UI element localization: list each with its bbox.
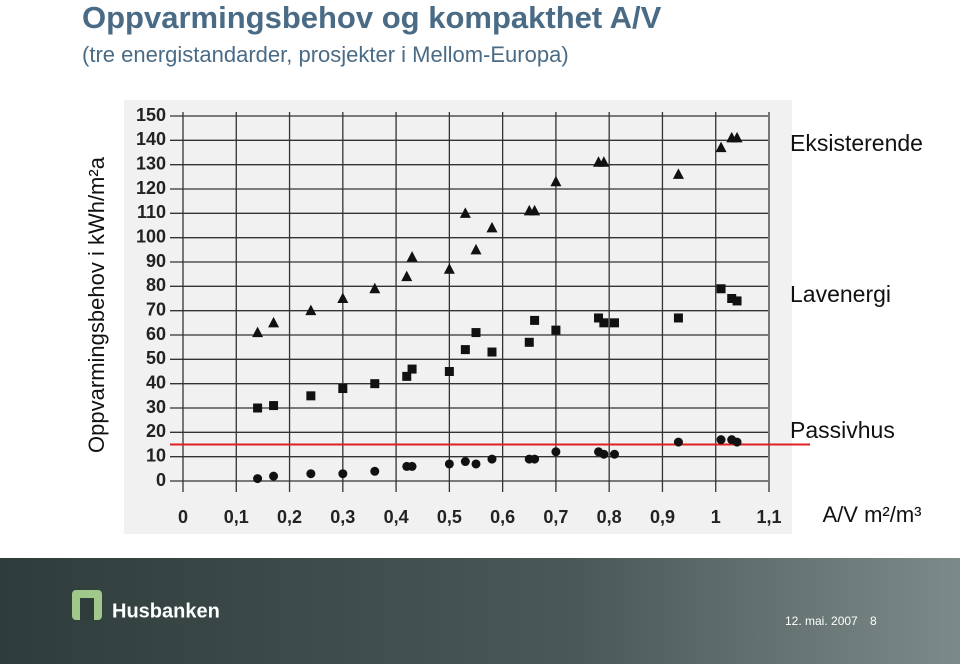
- data-point: [524, 337, 534, 347]
- x-tick-label: 1: [711, 507, 721, 527]
- footer-page: 8: [870, 614, 877, 628]
- data-point: [252, 326, 264, 338]
- data-point: [268, 316, 280, 328]
- y-tick-label: 110: [137, 202, 166, 222]
- data-point: [406, 251, 418, 262]
- x-tick-label: 0,2: [277, 507, 302, 527]
- data-point: [716, 435, 726, 445]
- y-tick-label: 100: [136, 226, 166, 246]
- y-tick-label: 150: [136, 105, 166, 125]
- data-point: [306, 469, 316, 479]
- data-point: [269, 401, 279, 411]
- data-point: [732, 296, 742, 306]
- data-point: [727, 294, 737, 303]
- y-tick-label: 50: [146, 348, 166, 368]
- x-tick-label: 0,7: [543, 507, 568, 527]
- y-tick-label: 140: [136, 129, 166, 149]
- legend-label: Passivhus: [790, 417, 895, 443]
- data-point: [731, 131, 743, 143]
- data-point: [530, 454, 540, 464]
- data-point: [253, 474, 263, 484]
- x-tick-label: 0: [178, 507, 188, 527]
- data-point: [444, 459, 454, 469]
- footer-date: 12. mai. 2007: [785, 614, 858, 628]
- footer-logo-icon: [72, 590, 102, 620]
- x-tick-label: 0,8: [597, 507, 622, 527]
- data-point: [530, 315, 540, 325]
- data-point: [369, 282, 381, 294]
- data-point: [401, 270, 413, 282]
- data-point: [529, 204, 541, 216]
- y-axis-label: Oppvarmingsbehov i kWh/m²a: [84, 156, 109, 453]
- data-point: [460, 457, 470, 467]
- data-point: [306, 391, 316, 401]
- x-tick-label: 0,1: [224, 507, 249, 527]
- x-tick-label: 0,4: [384, 507, 409, 527]
- data-point: [407, 461, 417, 471]
- x-tick-label: 0,9: [650, 507, 675, 527]
- data-point: [443, 263, 455, 274]
- data-point: [459, 207, 471, 218]
- data-point: [337, 292, 349, 303]
- data-point: [470, 243, 482, 255]
- data-point: [471, 459, 481, 469]
- y-tick-label: 80: [146, 275, 166, 295]
- data-point: [599, 318, 609, 328]
- x-tick-label: 0,6: [490, 507, 515, 527]
- footer-band: [0, 558, 960, 664]
- x-tick-label: 1,1: [756, 507, 781, 527]
- y-tick-label: 130: [136, 153, 166, 173]
- data-point: [594, 313, 604, 323]
- x-tick-label: 0,5: [437, 507, 462, 527]
- data-point: [269, 471, 279, 481]
- data-point: [716, 284, 726, 294]
- data-point: [305, 304, 317, 316]
- data-point: [402, 371, 412, 381]
- data-point: [370, 379, 380, 389]
- data-point: [610, 449, 620, 459]
- y-tick-label: 60: [146, 324, 166, 344]
- data-point: [444, 367, 454, 376]
- y-tick-label: 90: [146, 251, 166, 271]
- data-point: [486, 221, 498, 233]
- data-point: [253, 403, 263, 413]
- data-point: [370, 466, 380, 476]
- data-point: [732, 437, 742, 447]
- data-point: [598, 156, 610, 167]
- data-point: [487, 347, 497, 357]
- data-point: [338, 469, 348, 479]
- data-point: [550, 175, 562, 187]
- data-point: [487, 454, 497, 464]
- y-tick-label: 10: [146, 445, 166, 465]
- data-point: [673, 313, 683, 323]
- y-tick-label: 70: [146, 299, 166, 319]
- data-point: [407, 364, 417, 374]
- legend-label: Eksisterende: [790, 130, 923, 156]
- data-point: [551, 325, 561, 335]
- y-tick-label: 0: [156, 470, 166, 490]
- legend-label: Lavenergi: [790, 281, 891, 307]
- title: Oppvarmingsbehov og kompakthet A/V: [82, 0, 662, 35]
- x-tick-label: 0,3: [330, 507, 355, 527]
- data-point: [551, 447, 561, 457]
- subtitle: (tre energistandarder, prosjekter i Mell…: [82, 42, 569, 67]
- data-point: [338, 384, 348, 394]
- x-axis-label: A/V m²/m³: [823, 502, 922, 527]
- y-tick-label: 40: [146, 372, 166, 392]
- data-point: [599, 449, 609, 459]
- y-tick-label: 120: [136, 178, 166, 198]
- y-tick-label: 30: [146, 397, 166, 417]
- footer-logo: Husbanken: [112, 600, 220, 622]
- data-point: [460, 345, 470, 355]
- y-tick-label: 20: [146, 421, 166, 441]
- data-point: [610, 318, 620, 328]
- data-point: [471, 328, 481, 338]
- data-point: [672, 168, 684, 179]
- data-point: [715, 141, 727, 153]
- data-point: [673, 437, 683, 447]
